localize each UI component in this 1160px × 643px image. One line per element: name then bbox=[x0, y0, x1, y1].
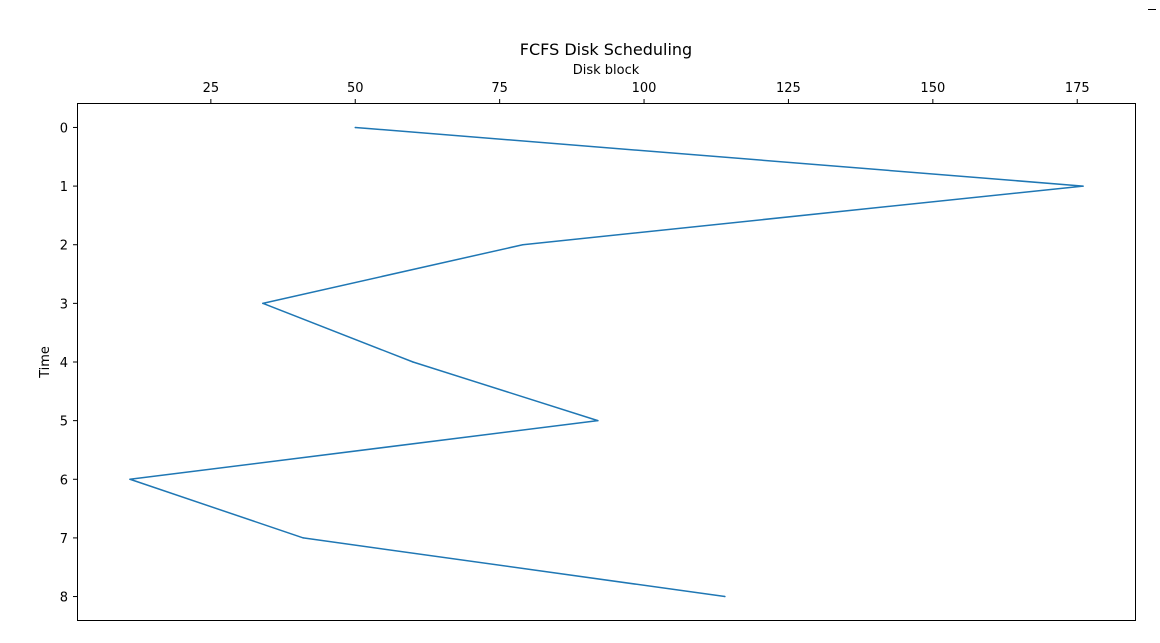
x-tick-label: 100 bbox=[632, 81, 657, 96]
y-tick-label: 8 bbox=[60, 591, 68, 606]
y-tick-label: 1 bbox=[60, 180, 68, 195]
plot-lines bbox=[129, 126, 1084, 598]
x-tick-label: 175 bbox=[1065, 81, 1090, 96]
y-tick-label: 2 bbox=[60, 239, 68, 254]
y-axis-ticks: 0 1 2 3 4 5 6 7 8 bbox=[60, 121, 78, 606]
data-point bbox=[724, 595, 726, 598]
data-point bbox=[521, 243, 524, 246]
y-tick-label: 3 bbox=[60, 297, 68, 312]
y-tick-label: 6 bbox=[60, 473, 68, 488]
data-point bbox=[1082, 185, 1084, 187]
x-tick-label: 50 bbox=[347, 81, 364, 96]
data-point bbox=[354, 126, 356, 129]
series-line bbox=[129, 126, 1084, 598]
minimize-icon bbox=[1148, 9, 1156, 10]
x-tick-label: 150 bbox=[920, 81, 945, 96]
y-tick-label: 4 bbox=[60, 356, 68, 371]
data-point bbox=[597, 419, 599, 422]
data-point bbox=[262, 302, 264, 305]
data-point bbox=[412, 361, 414, 363]
x-axis-label: Disk block bbox=[573, 63, 640, 78]
data-point bbox=[129, 478, 131, 481]
plot-frame bbox=[77, 103, 1136, 621]
x-axis-ticks: 25 50 75 100 125 150 175 bbox=[203, 81, 1090, 104]
y-tick-label: 5 bbox=[60, 415, 68, 430]
x-tick-label: 75 bbox=[491, 81, 508, 96]
x-tick-label: 25 bbox=[203, 81, 220, 96]
y-tick-label: 7 bbox=[60, 532, 68, 547]
y-tick-label: 0 bbox=[60, 121, 68, 136]
chart-title: FCFS Disk Scheduling bbox=[520, 40, 692, 59]
x-tick-label: 125 bbox=[776, 81, 801, 96]
data-point bbox=[302, 537, 305, 539]
y-axis-label: Time bbox=[38, 346, 53, 379]
